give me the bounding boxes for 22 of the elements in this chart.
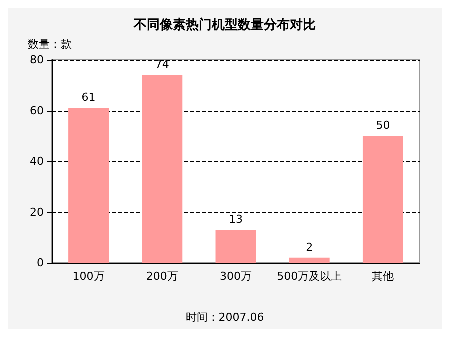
text: 时间：2007.06 <box>186 311 264 324</box>
bar <box>68 108 110 263</box>
bar <box>362 136 404 263</box>
bar <box>142 75 183 263</box>
y-axis-title: 数量：款 <box>28 38 72 51</box>
y-tick-label: 0 <box>37 256 44 270</box>
x-tick-label: 200万 <box>146 270 178 283</box>
bar <box>216 230 256 263</box>
y-tick-label: 20 <box>30 206 44 219</box>
y-tick-label: 60 <box>30 104 44 118</box>
y-tick-label: 80 <box>30 54 44 66</box>
y-tick-label: 40 <box>30 155 44 168</box>
x-tick-label: 100万 <box>72 270 105 283</box>
data-label: 50 <box>376 119 390 132</box>
chart-title: 不同像素热门机型数量分布对比 <box>133 17 316 33</box>
x-tick-label: 300万 <box>220 270 252 283</box>
x-tick-label: 其他 <box>372 270 394 283</box>
data-label: 2 <box>306 240 314 254</box>
bar <box>289 258 330 263</box>
x-tick-label: 500万及以上 <box>277 270 342 283</box>
data-label: 61 <box>82 91 96 104</box>
data-label: 13 <box>229 213 243 226</box>
